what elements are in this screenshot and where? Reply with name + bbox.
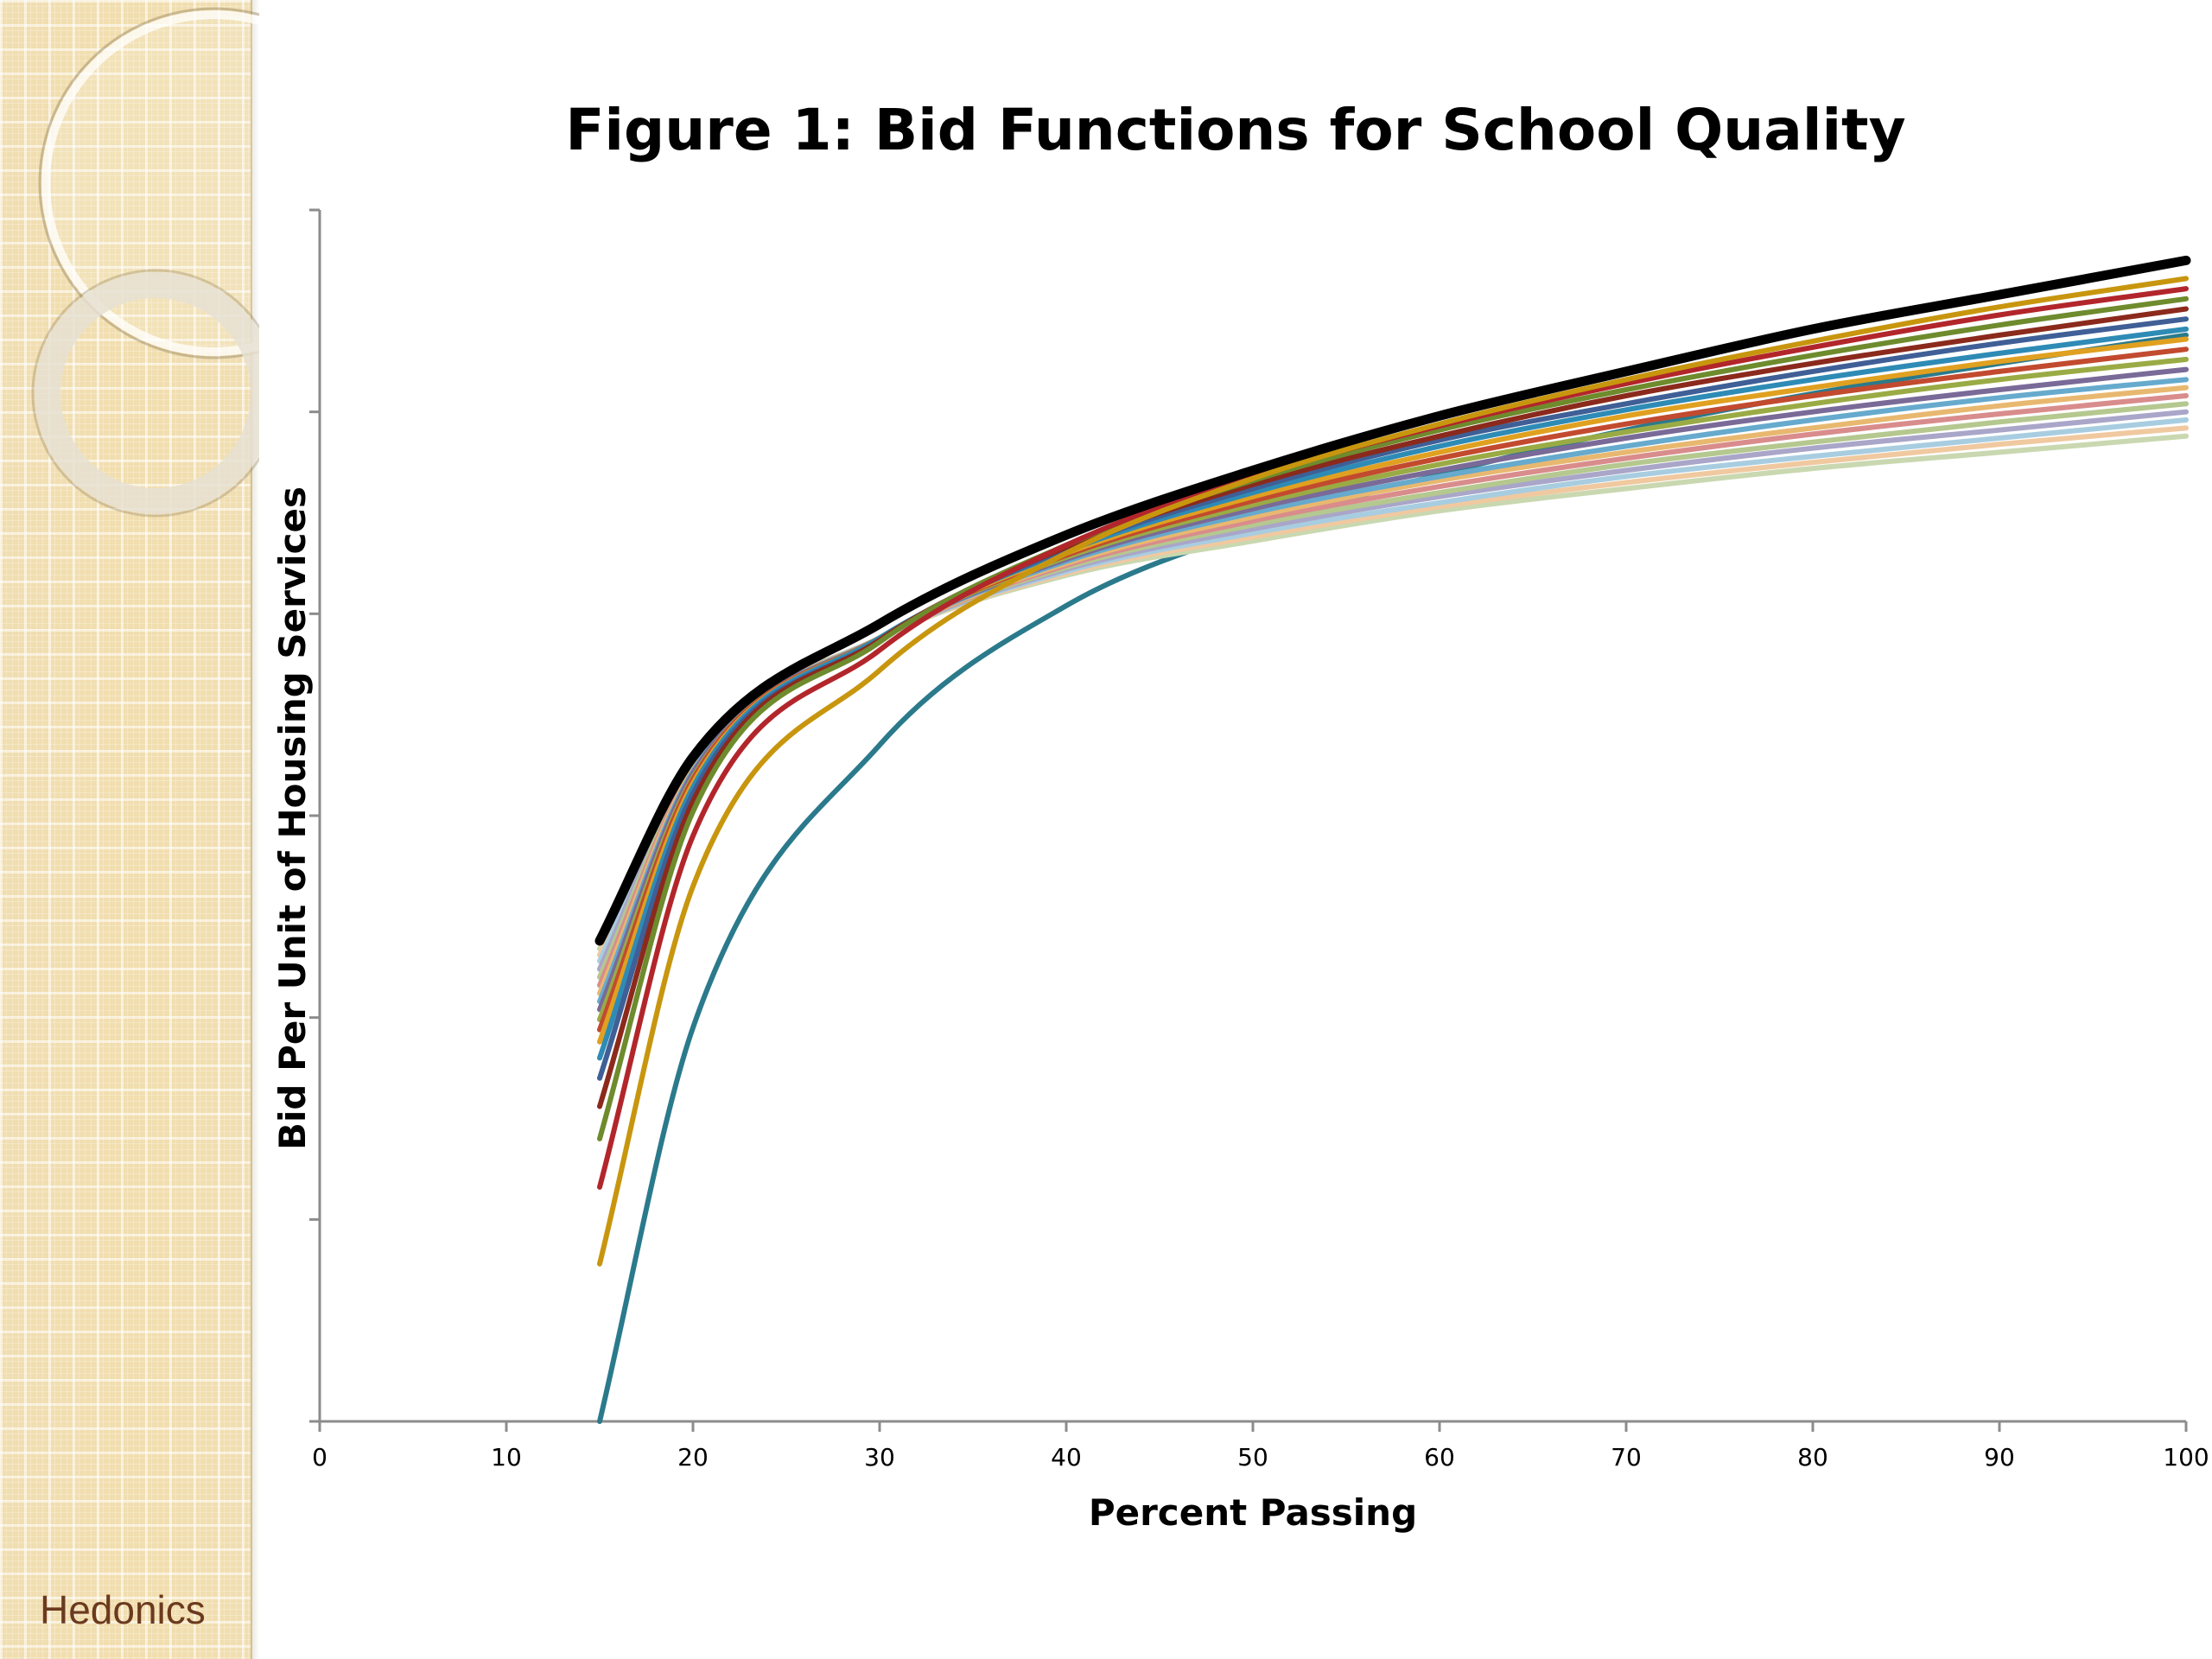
x-tick-label: 20 [677, 1443, 709, 1471]
series-line-3 [597, 286, 2189, 1190]
series-line-2 [597, 276, 2189, 1267]
x-axis-label: Percent Passing [1089, 1491, 1417, 1534]
small-ring [35, 272, 259, 514]
series-lines [594, 255, 2191, 1424]
series-line-18 [597, 425, 2189, 958]
y-ticks [309, 208, 320, 1423]
large-ring [41, 10, 259, 356]
footer-label: Hedonics [40, 1587, 206, 1632]
chart-title: Figure 1: Bid Functions for School Quali… [565, 97, 1906, 163]
x-tick-label: 10 [491, 1443, 522, 1471]
small-ring-outline [31, 269, 259, 518]
decorative-rings [31, 7, 259, 518]
series-line-4 [597, 296, 2189, 1141]
x-tick-label: 70 [1611, 1443, 1642, 1471]
x-tick-label: 30 [864, 1443, 895, 1471]
x-tick-label: 50 [1237, 1443, 1268, 1471]
x-tick-label: 90 [1984, 1443, 2015, 1471]
x-tick-label: 0 [312, 1443, 327, 1471]
x-tick-label: 100 [2163, 1443, 2209, 1471]
x-ticks: 0 10 20 30 40 50 60 70 80 90 100 [312, 1421, 2209, 1471]
x-tick-label: 80 [1797, 1443, 1828, 1471]
series-line-1 [594, 255, 2191, 946]
x-tick-label: 60 [1424, 1443, 1455, 1471]
y-axis-label: Bid Per Unit of Housing Services [271, 486, 314, 1150]
large-ring-outline [38, 7, 259, 359]
x-tick-label: 40 [1051, 1443, 1082, 1471]
series-line-5 [597, 306, 2189, 1109]
sidebar-shadow [251, 0, 259, 1659]
